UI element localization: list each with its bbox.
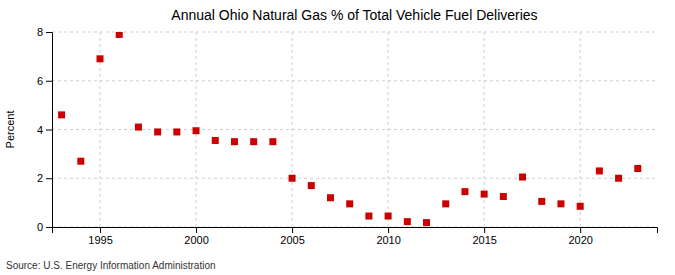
x-tick: 2000 xyxy=(184,227,208,246)
point xyxy=(538,198,545,205)
y-tick: 4 xyxy=(37,124,52,136)
x-tick-mark xyxy=(100,227,101,233)
point xyxy=(77,158,84,165)
y-grid-line xyxy=(52,80,657,81)
point xyxy=(173,128,180,135)
point xyxy=(519,174,526,181)
source-note: Source: U.S. Energy Information Administ… xyxy=(6,260,216,271)
point xyxy=(634,165,641,172)
y-grid-line xyxy=(52,32,657,33)
plot-area: 1995 2000 2005 2010 2015 2020 0 2 4 6 8 xyxy=(37,26,658,246)
y-tick-mark xyxy=(46,227,52,228)
y-axis-title: Percent xyxy=(4,111,16,149)
y-tick-label: 2 xyxy=(37,172,43,184)
point xyxy=(615,175,622,182)
point xyxy=(250,138,257,145)
point xyxy=(135,124,142,131)
x-axis-line xyxy=(53,228,658,234)
point xyxy=(557,200,564,207)
point xyxy=(442,200,449,207)
x-tick-label: 2010 xyxy=(376,234,400,246)
point xyxy=(97,55,104,62)
y-tick: 6 xyxy=(37,75,52,87)
point xyxy=(58,111,65,118)
point xyxy=(193,127,200,134)
point xyxy=(365,213,372,220)
point xyxy=(269,138,276,145)
y-axis-line xyxy=(46,33,53,228)
x-tick-label: 2015 xyxy=(472,234,496,246)
y-tick: 8 xyxy=(37,26,52,38)
point xyxy=(481,191,488,198)
title: Annual Ohio Natural Gas % of Total Vehic… xyxy=(171,7,537,23)
x-tick-label: 1995 xyxy=(88,234,112,246)
y-axis: 0 2 4 6 8 xyxy=(37,26,53,233)
point xyxy=(461,188,468,195)
y-tick-mark xyxy=(46,81,52,82)
y-tick: 2 xyxy=(37,172,52,184)
x-tick: 2015 xyxy=(472,227,496,246)
x-tick: 2010 xyxy=(376,227,400,246)
points xyxy=(58,32,641,226)
x-tick-label: 2000 xyxy=(184,234,208,246)
x-tick-mark xyxy=(388,227,389,233)
grid xyxy=(52,32,657,227)
point xyxy=(346,200,353,207)
point xyxy=(154,128,161,135)
x-tick: 1995 xyxy=(88,227,112,246)
point xyxy=(577,203,584,210)
x-axis: 1995 2000 2005 2010 2015 2020 xyxy=(53,227,658,246)
y-tick: 0 xyxy=(37,221,52,233)
y-grid-line xyxy=(52,178,657,179)
point xyxy=(596,167,603,174)
x-tick: 2005 xyxy=(280,227,304,246)
point xyxy=(404,218,411,225)
point xyxy=(327,194,334,201)
x-tick-mark xyxy=(196,227,197,233)
point xyxy=(116,32,123,38)
x-tick: 2020 xyxy=(568,227,592,246)
point xyxy=(231,138,238,145)
y-grid-line xyxy=(52,129,657,130)
y-tick-label: 6 xyxy=(37,75,43,87)
y-tick-label: 0 xyxy=(37,221,43,233)
x-tick-label: 2005 xyxy=(280,234,304,246)
point xyxy=(308,182,315,189)
x-tick-label: 2020 xyxy=(568,234,592,246)
x-tick-mark xyxy=(484,227,485,233)
y-tick-label: 8 xyxy=(37,26,43,38)
x-tick-mark xyxy=(580,227,581,233)
y-tick-mark xyxy=(46,130,52,131)
y-tick-mark xyxy=(46,32,52,33)
chart: 1995 2000 2005 2010 2015 2020 0 2 4 6 8 Annual Ohio… xyxy=(0,0,675,275)
y-tick-label: 4 xyxy=(37,124,43,136)
point xyxy=(500,193,507,200)
x-tick-mark xyxy=(292,227,293,233)
y-tick-mark xyxy=(46,178,52,179)
point xyxy=(423,219,430,226)
point xyxy=(289,175,296,182)
point xyxy=(385,213,392,220)
point xyxy=(212,137,219,144)
